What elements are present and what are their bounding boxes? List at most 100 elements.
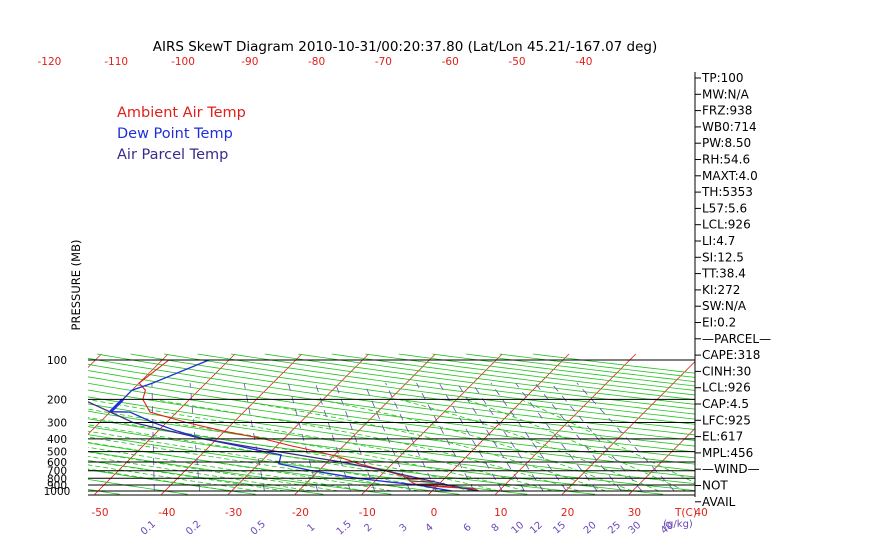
panel-stat: —WIND—	[702, 462, 760, 476]
y-axis-label: PRESSURE (MB)	[69, 240, 83, 331]
pressure-tick-label: 100	[47, 355, 67, 367]
pressure-tick-label: 300	[47, 418, 67, 430]
legend-item: Dew Point Temp	[117, 126, 233, 142]
dry-adiabat-line	[130, 353, 695, 430]
bottom-temp-tick-label: 40	[695, 507, 708, 519]
panel-stat: WB0:714	[702, 120, 757, 134]
moist-adiabat-line	[88, 430, 446, 492]
bottom-temp-tick-label: 0	[431, 507, 438, 519]
pressure-tick-label: 700	[47, 466, 67, 478]
dry-adiabat-line	[264, 353, 695, 410]
panel-stat: AVAIL	[702, 495, 736, 509]
bottom-temp-tick-label: 10	[494, 507, 507, 519]
panel-stat: TT:38.4	[701, 267, 746, 281]
pressure-tick-label: 1000	[44, 486, 71, 498]
bottom-temp-tick-label: -50	[91, 507, 108, 519]
panel-stat: EI:0.2	[702, 316, 736, 330]
panel-stat: KI:272	[702, 283, 740, 297]
dry-adiabat-line	[432, 353, 695, 387]
panel-stat: —PARCEL—	[702, 332, 771, 346]
mixing-ratio-line	[287, 382, 318, 492]
dew-point-thick-segment	[109, 398, 124, 413]
dry-adiabat-line	[499, 353, 695, 378]
mixing-ratio-line	[456, 382, 525, 492]
dry-adiabat-line	[231, 353, 695, 415]
legend-item: Air Parcel Temp	[117, 147, 228, 163]
mixing-ratio-tick-label: 8	[490, 522, 502, 534]
dry-adiabat-line	[365, 353, 695, 396]
dry-adiabat-line	[88, 442, 460, 495]
mixing-ratio-tick-label: 1.5	[335, 519, 354, 538]
legend: Ambient Air Temp Dew Point Temp Air Parcel…	[117, 105, 246, 163]
mixing-ratio-tick-label: 0.5	[249, 519, 268, 538]
panel-stat: LI:4.7	[702, 234, 735, 248]
panel-stat: MW:N/A	[702, 87, 750, 101]
panel-stat: MPL:456	[702, 446, 753, 460]
pressure-tick-label: 400	[47, 434, 67, 446]
moist-adiabat-line	[88, 451, 339, 492]
top-temp-tick-label: -60	[442, 56, 459, 68]
panel-stat: FRZ:938	[702, 104, 752, 118]
panel-stat: NOT	[702, 479, 728, 493]
dry-adiabat-line	[96, 353, 695, 436]
dry-adiabat-line	[88, 382, 695, 465]
dry-adiabat-line	[298, 353, 695, 405]
dry-adiabat-line	[163, 353, 695, 425]
mixing-ratio-tick-label: 0.2	[184, 519, 203, 538]
panel-stat: MAXT:4.0	[702, 169, 758, 183]
isotherm-line	[88, 353, 169, 435]
top-temp-tick-label: -120	[37, 56, 61, 68]
mixing-ratio-tick-label: 4	[424, 522, 436, 534]
ambient-air-temp-line	[138, 359, 480, 492]
moist-adiabat-line	[88, 417, 499, 492]
pressure-tick-label: 200	[47, 394, 67, 406]
stats-panel: TP:100 MW:N/A FRZ:938 WB0:714 PW:8.50 RH:54.6…	[695, 71, 771, 509]
moist-adiabat-line	[153, 399, 580, 492]
mixing-ratio-tick-label: 0.1	[139, 519, 158, 538]
pressure-tick-label: 500	[47, 447, 67, 459]
panel-stat: TP:100	[701, 71, 744, 85]
bottom-temp-tick-label: 20	[561, 507, 574, 519]
panel-stat: CINH:30	[702, 364, 751, 378]
panel-stat: PW:8.50	[702, 136, 751, 150]
panel-stat: LCL:926	[702, 218, 751, 232]
mixing-ratio-line	[315, 382, 351, 492]
bottom-temp-tick-label: -10	[359, 507, 376, 519]
mixing-ratio-tick-label: 25	[606, 520, 623, 537]
panel-stat: RH:54.6	[702, 153, 750, 167]
mixing-ratio-line	[534, 382, 622, 492]
pressure-tick-label: 900	[47, 480, 67, 492]
mixing-ratio-tick-label: 2	[362, 522, 374, 534]
mixing-ratio-tick-label: 20	[582, 520, 599, 537]
mixing-ratio-line	[151, 383, 155, 492]
moist-adiabat-line	[88, 464, 259, 492]
top-temp-tick-label: -110	[104, 56, 128, 68]
bottom-temp-tick-label: 30	[628, 507, 641, 519]
mixing-ratio-tick-label: 1	[305, 522, 317, 534]
mixing-ratio-line	[550, 382, 643, 492]
dry-adiabat-line	[88, 357, 695, 441]
panel-stat: SI:12.5	[702, 250, 744, 264]
mixing-ratio-tick-label: 10	[510, 520, 527, 537]
dry-adiabat-line	[88, 370, 695, 453]
panel-stat: L57:5.6	[702, 201, 747, 215]
panel-stat: CAPE:318	[702, 348, 760, 362]
isotherm-line	[562, 361, 695, 495]
top-temp-tick-label: -100	[171, 56, 195, 68]
mixing-ratio-line	[438, 382, 503, 492]
mixing-ratio-unit-label: (g/kg)	[663, 519, 693, 530]
mixing-ratio-tick-label: 15	[551, 520, 568, 537]
panel-stat: CAP:4.5	[702, 397, 749, 411]
isotherm-line	[0, 354, 35, 494]
mixing-ratio-line	[576, 382, 675, 492]
moist-adiabat-line	[465, 399, 686, 492]
dry-adiabat-line	[398, 353, 695, 391]
mixing-ratio-line	[515, 382, 598, 492]
top-temp-tick-label: -40	[575, 56, 592, 68]
dry-adiabat-line	[88, 376, 695, 459]
top-temp-tick-label: -80	[308, 56, 325, 68]
dry-adiabat-line	[465, 353, 695, 383]
top-temp-tick-label: -50	[508, 56, 525, 68]
